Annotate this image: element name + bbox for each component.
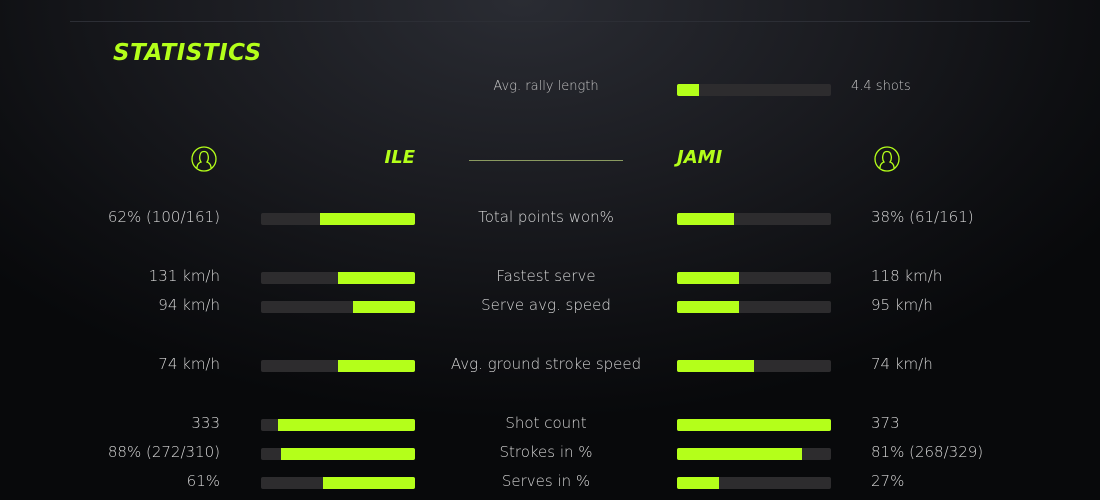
stat-left-bar: [261, 272, 415, 284]
stat-label: Total points won%: [478, 208, 614, 226]
stat-right-bar-fill: [677, 272, 739, 284]
stat-row: 62% (100/161) Total points won% 38% (61/…: [0, 208, 1100, 228]
stat-label: Serve avg. speed: [481, 296, 611, 314]
stat-right-value: 81% (268/329): [871, 443, 984, 461]
rally-bar-fill: [677, 84, 699, 96]
rally-label: Avg. rally length: [493, 79, 599, 94]
stat-left-value: 74 km/h: [158, 355, 220, 373]
stat-right-bar-fill: [677, 419, 831, 431]
page-title: STATISTICS: [113, 40, 262, 66]
stat-left-value: 62% (100/161): [107, 208, 220, 226]
stat-row: 61% Serves in % 27%: [0, 472, 1100, 492]
stat-row: 131 km/h Fastest serve 118 km/h: [0, 267, 1100, 287]
stat-right-bar-fill: [677, 213, 734, 225]
stat-left-value: 61%: [186, 472, 220, 490]
stat-left-value: 94 km/h: [158, 296, 220, 314]
stat-right-value: 27%: [871, 472, 905, 490]
stat-label: Fastest serve: [496, 267, 596, 285]
stat-left-bar: [261, 213, 415, 225]
stat-left-value: 88% (272/310): [107, 443, 220, 461]
stat-right-bar: [677, 360, 831, 372]
stat-right-bar-fill: [677, 448, 802, 460]
stat-label: Avg. ground stroke speed: [450, 355, 642, 373]
stat-left-bar: [261, 301, 415, 313]
stat-left-bar: [261, 477, 415, 489]
stat-left-bar: [261, 448, 415, 460]
stat-left-bar-fill: [277, 419, 415, 431]
stat-right-bar: [677, 272, 831, 284]
player-right-name: JAMI: [677, 147, 723, 168]
top-divider: [70, 21, 1030, 22]
stat-right-value: 74 km/h: [871, 355, 933, 373]
rally-value: 4.4 shots: [851, 79, 911, 94]
stat-label: Shot count: [505, 414, 587, 432]
stat-label: Serves in %: [501, 472, 591, 490]
stat-left-bar-fill: [338, 272, 415, 284]
user-circle-icon: [874, 146, 900, 172]
stat-right-bar: [677, 419, 831, 431]
stat-right-bar-fill: [677, 477, 719, 489]
stat-right-bar: [677, 213, 831, 225]
stat-left-value: 333: [191, 414, 220, 432]
rally-bar: [677, 84, 831, 96]
stat-left-bar-fill: [322, 477, 415, 489]
stat-right-bar: [677, 477, 831, 489]
stat-row: 94 km/h Serve avg. speed 95 km/h: [0, 296, 1100, 316]
stat-left-value: 131 km/h: [148, 267, 220, 285]
stat-right-bar-fill: [677, 360, 754, 372]
stat-right-bar-fill: [677, 301, 739, 313]
stat-right-value: 118 km/h: [871, 267, 943, 285]
player-left-name: ILE: [384, 147, 415, 168]
stat-right-bar: [677, 301, 831, 313]
stat-right-value: 95 km/h: [871, 296, 933, 314]
stat-left-bar: [261, 419, 415, 431]
header-divider: [469, 160, 623, 161]
stat-left-bar-fill: [353, 301, 415, 313]
user-circle-icon: [191, 146, 217, 172]
stat-right-bar: [677, 448, 831, 460]
stat-row: 333 Shot count 373: [0, 414, 1100, 434]
rally-row: Avg. rally length 4.4 shots: [0, 79, 1100, 99]
stat-left-bar-fill: [281, 448, 415, 460]
stat-right-value: 38% (61/161): [871, 208, 974, 226]
stat-left-bar: [261, 360, 415, 372]
stat-row: 74 km/h Avg. ground stroke speed 74 km/h: [0, 355, 1100, 375]
stat-left-bar-fill: [338, 360, 415, 372]
stat-left-bar-fill: [319, 213, 415, 225]
stat-label: Strokes in %: [499, 443, 593, 461]
stat-right-value: 373: [871, 414, 900, 432]
stat-row: 88% (272/310) Strokes in % 81% (268/329): [0, 443, 1100, 463]
